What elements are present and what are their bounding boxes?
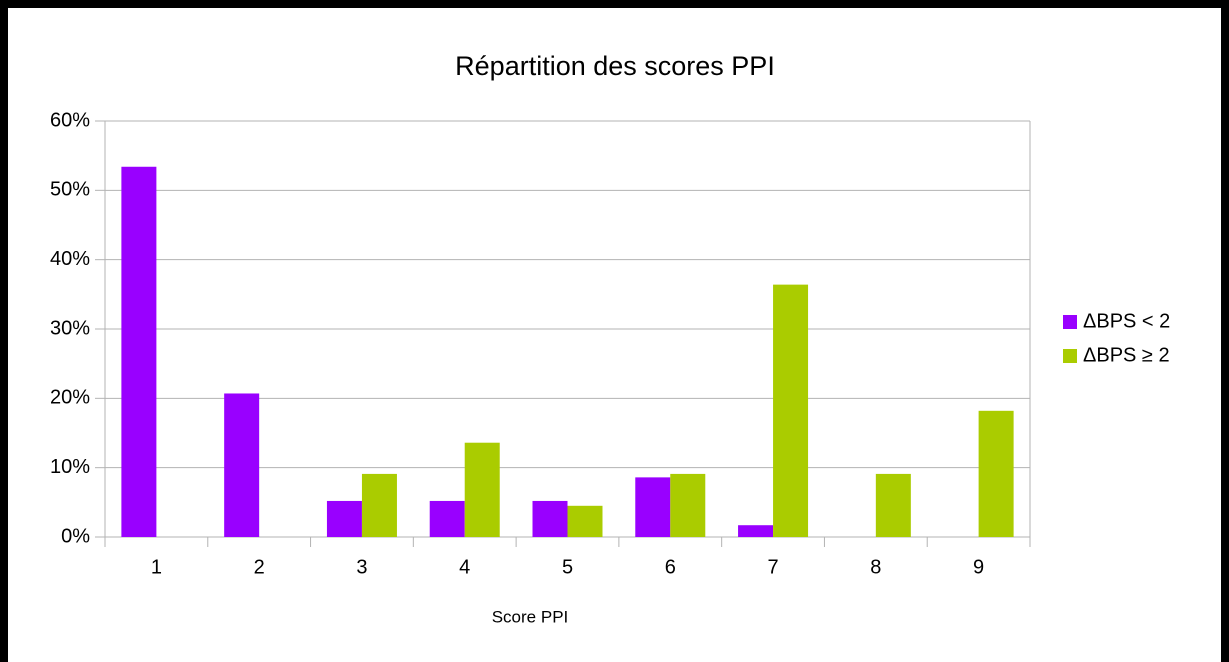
legend-label: ΔBPS ≥ 2: [1083, 344, 1170, 366]
x-tick-label: 3: [356, 556, 367, 578]
bar: [567, 505, 603, 537]
x-tick-label: 5: [562, 556, 573, 578]
bar: [978, 410, 1014, 537]
bar: [738, 525, 774, 537]
y-tick-label: 20%: [50, 387, 90, 409]
legend-label: ΔBPS < 2: [1083, 310, 1170, 332]
bar: [224, 393, 260, 537]
x-tick-label: 2: [254, 556, 265, 578]
x-tick-label: 6: [665, 556, 676, 578]
bar: [635, 477, 671, 537]
x-tick-label: 1: [151, 556, 162, 578]
bar: [429, 500, 465, 537]
x-tick-label: 8: [870, 556, 881, 578]
x-tick-label: 7: [767, 556, 778, 578]
x-axis-title: Score PPI: [492, 607, 569, 626]
bar: [532, 500, 568, 537]
y-tick-label: 0%: [61, 525, 90, 547]
bar: [326, 500, 362, 537]
bar: [670, 473, 706, 537]
legend-swatch: [1063, 315, 1077, 329]
y-tick-label: 30%: [50, 317, 90, 339]
y-tick-label: 60%: [50, 109, 90, 131]
bar: [773, 284, 809, 537]
bar: [464, 442, 500, 537]
bar: [361, 473, 397, 537]
chart-title: Répartition des scores PPI: [455, 51, 775, 81]
x-tick-label: 4: [459, 556, 470, 578]
legend-swatch: [1063, 349, 1077, 363]
x-tick-label: 9: [973, 556, 984, 578]
y-tick-label: 40%: [50, 248, 90, 270]
y-tick-label: 10%: [50, 456, 90, 478]
y-tick-label: 50%: [50, 179, 90, 201]
bar: [875, 473, 911, 537]
bar: [121, 166, 157, 537]
